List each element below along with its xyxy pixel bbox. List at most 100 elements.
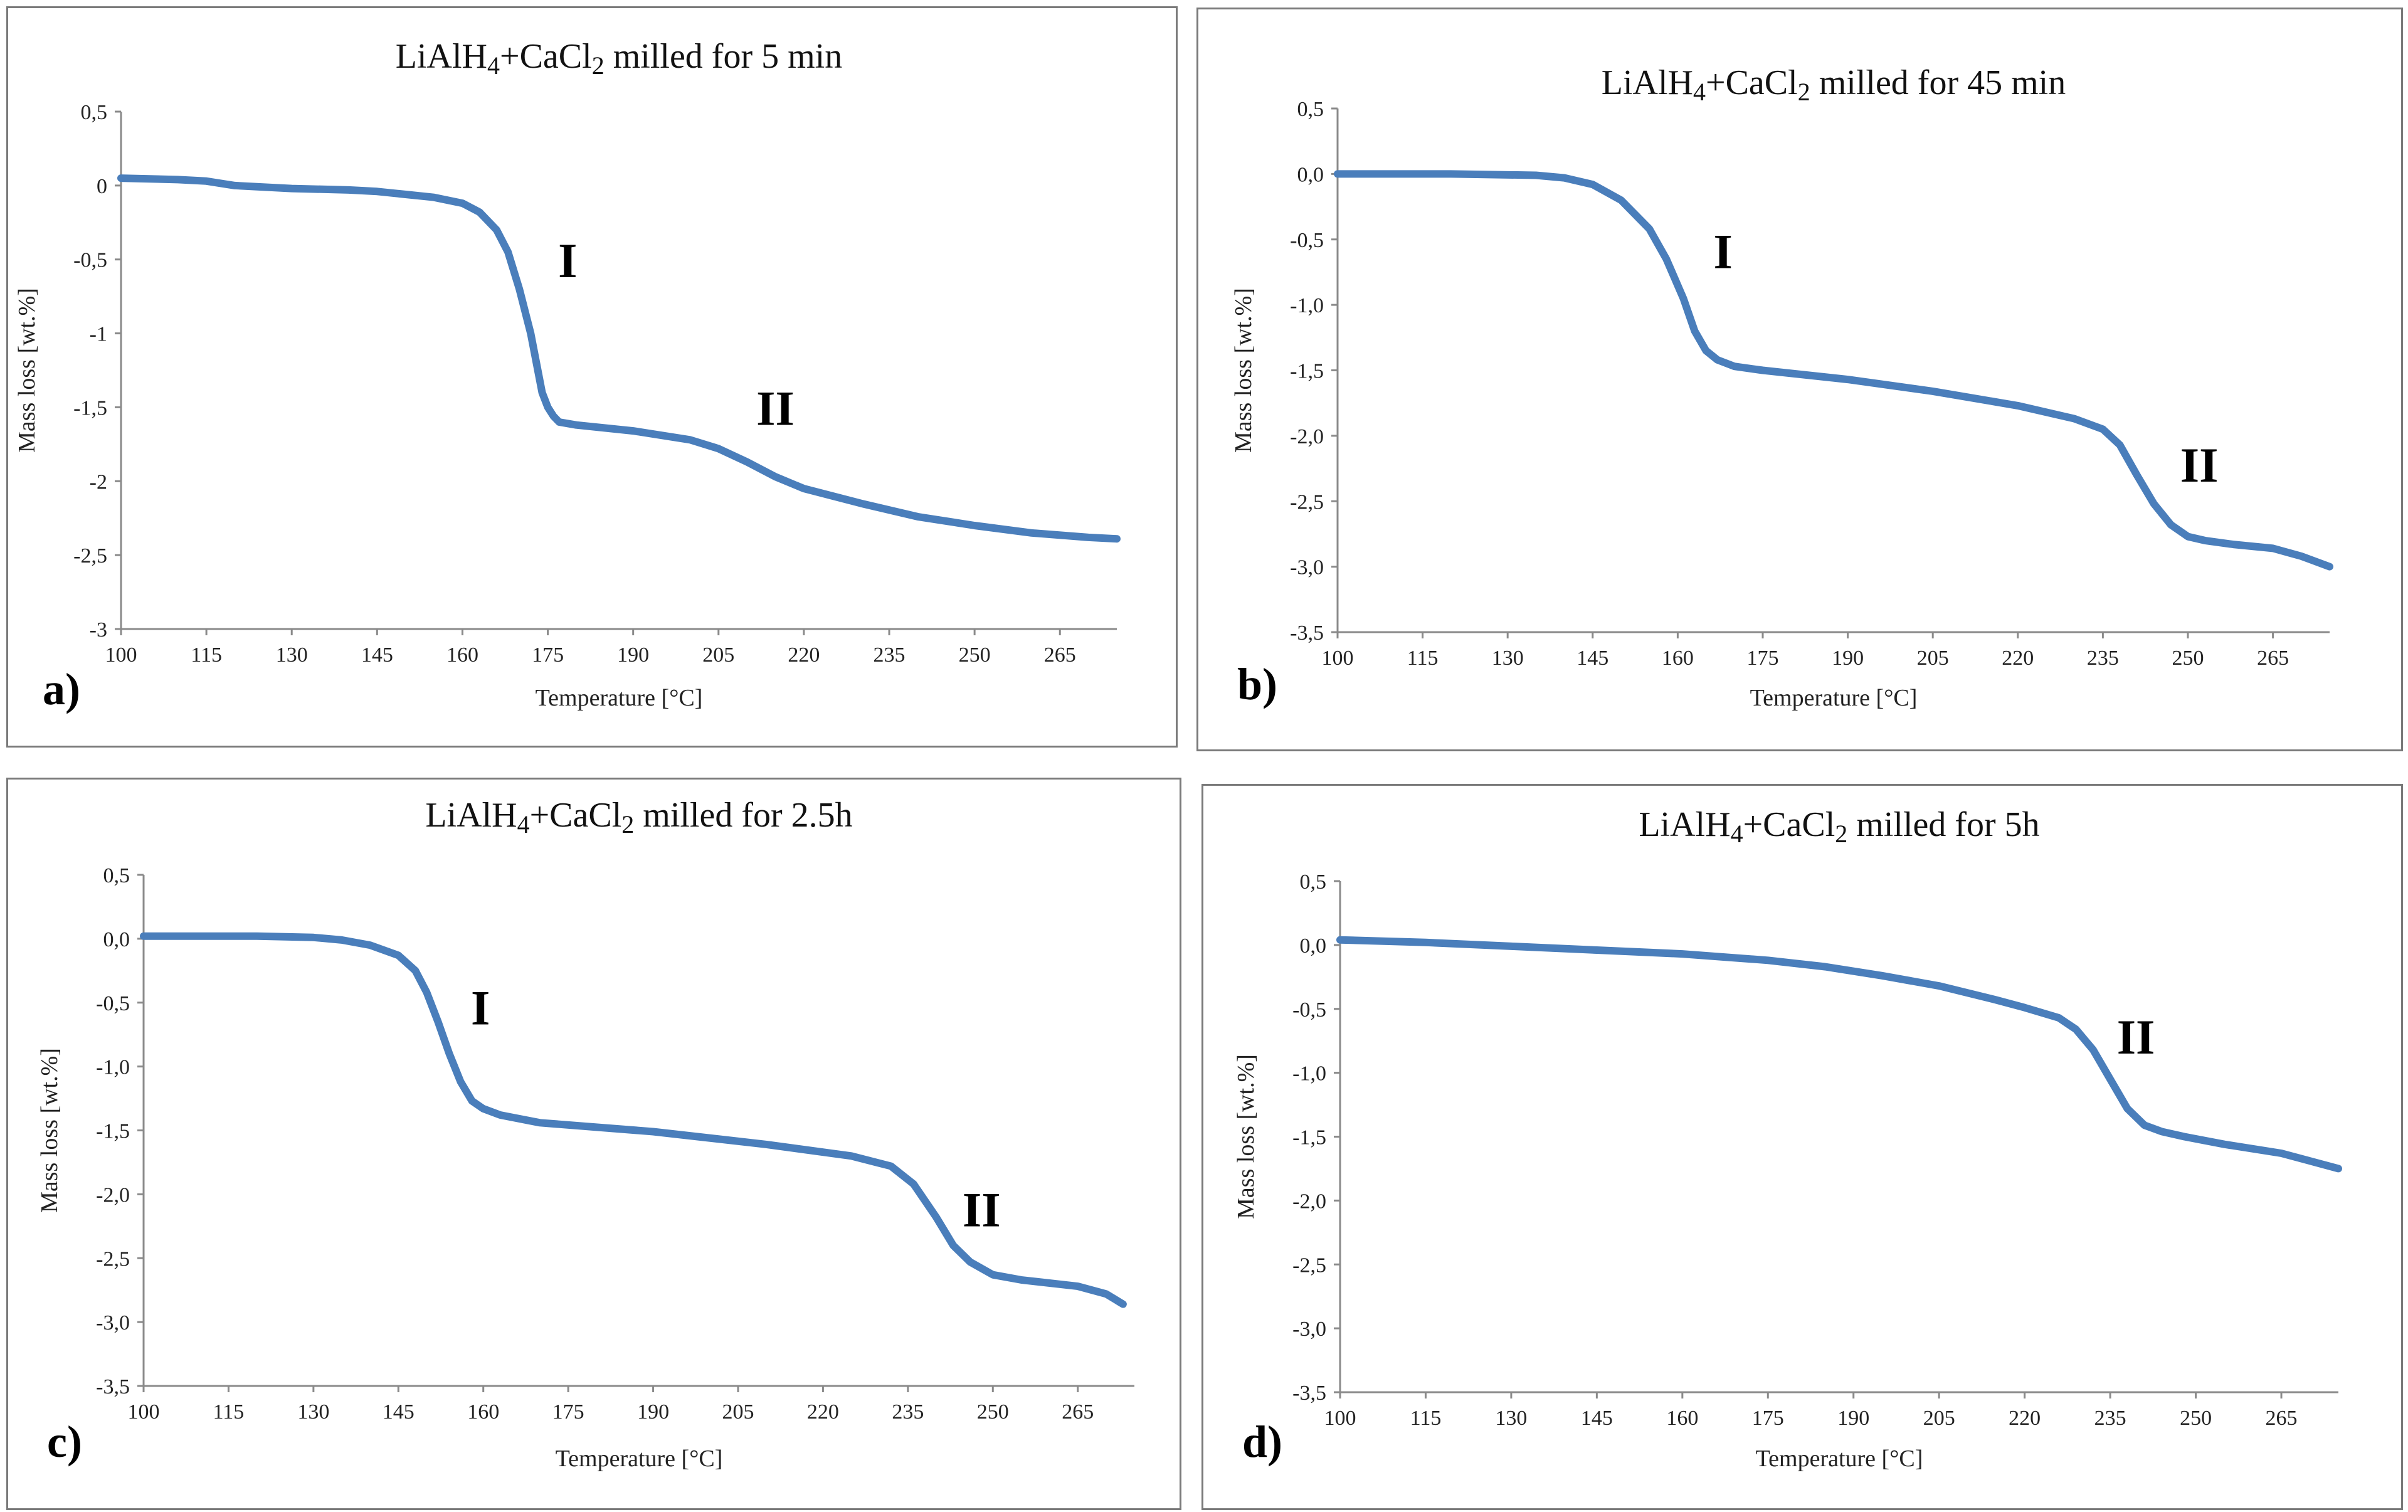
chart-title: LiAlH4+CaCl2 milled for 2.5h — [425, 796, 852, 838]
y-tick-label: -1,5 — [73, 396, 107, 420]
x-tick-label: 145 — [383, 1400, 415, 1424]
y-tick-label: 0 — [97, 175, 107, 198]
x-tick-label: 100 — [1324, 1407, 1356, 1430]
x-tick-label: 205 — [1917, 647, 1949, 670]
x-tick-label: 160 — [1666, 1407, 1698, 1430]
x-tick-label: 115 — [1407, 647, 1439, 670]
y-tick-label: -3,5 — [96, 1375, 130, 1398]
y-tick-label: -3 — [90, 618, 107, 642]
y-axis-label: Mass loss [wt.%] — [1230, 288, 1257, 453]
stage-annotation: I — [471, 980, 490, 1035]
y-tick-label: -2,0 — [96, 1183, 130, 1207]
y-tick-label: -2 — [90, 470, 107, 494]
x-tick-label: 220 — [788, 643, 820, 667]
x-tick-label: 100 — [128, 1400, 160, 1424]
y-tick-label: 0,0 — [103, 928, 130, 951]
x-axis-label: Temperature [°C] — [536, 685, 703, 711]
y-tick-label: -2,0 — [1290, 425, 1324, 448]
y-tick-label: -0,5 — [1290, 229, 1324, 252]
x-tick-label: 250 — [977, 1400, 1009, 1424]
panel-letter: b) — [1237, 659, 1277, 709]
x-tick-label: 100 — [1322, 647, 1354, 670]
x-axis-label: Temperature [°C] — [556, 1446, 723, 1472]
stage-annotation: II — [963, 1182, 1001, 1237]
x-tick-label: 175 — [1752, 1407, 1784, 1430]
y-tick-label: -3,5 — [1290, 621, 1324, 645]
data-series-line — [140, 932, 1127, 1308]
y-tick-label: -1,5 — [96, 1120, 130, 1143]
x-tick-label: 265 — [1062, 1400, 1094, 1424]
y-axis-label: Mass loss [wt.%] — [36, 1048, 63, 1213]
y-tick-label: 0,0 — [1297, 163, 1324, 186]
y-tick-label: -3,0 — [1292, 1318, 1326, 1341]
x-tick-label: 160 — [1662, 647, 1694, 670]
y-tick-label: 0,5 — [1300, 870, 1327, 894]
y-tick-label: -1,0 — [1290, 294, 1324, 317]
chart-title: LiAlH4+CaCl2 milled for 45 min — [1602, 63, 2066, 106]
x-tick-label: 130 — [297, 1400, 329, 1424]
panel-letter: c) — [47, 1417, 82, 1467]
stage-annotation: II — [756, 381, 795, 436]
y-tick-label: -2,0 — [1292, 1190, 1326, 1213]
x-axis-label: Temperature [°C] — [1750, 685, 1918, 711]
y-axis-label: Mass loss [wt.%] — [14, 288, 40, 453]
x-tick-label: 145 — [1576, 647, 1608, 670]
x-tick-label: 130 — [1495, 1407, 1527, 1430]
chart-c: LiAlH4+CaCl2 milled for 2.5h 0,5 0,0 -0,5 -1… — [36, 796, 1134, 1472]
y-tick-label: -3,0 — [96, 1311, 130, 1335]
x-tick-label: 175 — [1747, 647, 1779, 670]
x-tick-label: 175 — [552, 1400, 584, 1424]
x-tick-label: 250 — [959, 643, 991, 667]
y-tick-label: -2,5 — [1290, 490, 1324, 514]
x-tick-label: 235 — [874, 643, 906, 667]
data-series-line — [1334, 170, 2333, 571]
x-tick-label: 190 — [1837, 1407, 1869, 1430]
data-series-line — [117, 174, 1121, 543]
y-tick-label: 0,5 — [103, 864, 130, 887]
x-tick-label: 115 — [213, 1400, 245, 1424]
x-tick-label: 235 — [2094, 1407, 2126, 1430]
x-tick-label: 220 — [2009, 1407, 2041, 1430]
x-tick-label: 145 — [361, 643, 393, 667]
chart-a: LiAlH4+CaCl2 milled for 5 min 0,5 0 -0,5 -1 -… — [14, 37, 1121, 714]
x-tick-label: 235 — [892, 1400, 924, 1424]
x-tick-label: 160 — [446, 643, 478, 667]
x-axis-label: Temperature [°C] — [1756, 1446, 1923, 1472]
y-tick-label: -1,0 — [96, 1056, 130, 1079]
panel-letter: a) — [43, 664, 80, 714]
x-tick-label: 205 — [702, 643, 734, 667]
y-tick-label: 0,5 — [1297, 98, 1324, 121]
panel-a: LiAlH4+CaCl2 milled for 5 min 0,5 0 -0,5 -1 -… — [6, 6, 1178, 748]
stage-annotation: I — [1714, 225, 1733, 279]
x-tick-label: 205 — [722, 1400, 754, 1424]
y-tick-label: 0,5 — [81, 101, 108, 124]
chart-title: LiAlH4+CaCl2 milled for 5 min — [396, 37, 842, 80]
panel-c: LiAlH4+CaCl2 milled for 2.5h 0,5 0,0 -0,5 -1… — [6, 778, 1181, 1510]
y-tick-label: -0,5 — [1292, 998, 1326, 1022]
x-tick-label: 130 — [276, 643, 308, 667]
y-tick-label: -2,5 — [73, 544, 107, 568]
x-tick-label: 220 — [2002, 647, 2034, 670]
y-tick-label: -2,5 — [1292, 1254, 1326, 1277]
data-series-line — [1336, 936, 2342, 1173]
y-tick-label: -1,0 — [1292, 1062, 1326, 1086]
panel-letter: d) — [1242, 1417, 1282, 1467]
y-tick-label: 0,0 — [1300, 934, 1327, 958]
x-tick-label: 250 — [2180, 1407, 2212, 1430]
y-tick-label: -2,5 — [96, 1247, 130, 1271]
y-tick-label: -3,0 — [1290, 556, 1324, 579]
x-tick-label: 265 — [1044, 643, 1076, 667]
stage-annotation: I — [558, 233, 577, 288]
panel-d: LiAlH4+CaCl2 milled for 5h 0,5 0,0 -0,5 -1,0… — [1201, 784, 2403, 1510]
x-tick-label: 190 — [637, 1400, 669, 1424]
x-tick-label: 190 — [1832, 647, 1864, 670]
y-tick-label: -3,5 — [1292, 1382, 1326, 1405]
x-tick-label: 220 — [807, 1400, 839, 1424]
x-tick-label: 190 — [617, 643, 649, 667]
chart-d: LiAlH4+CaCl2 milled for 5h 0,5 0,0 -0,5 -1,0… — [1233, 805, 2342, 1472]
y-tick-label: -1,5 — [1290, 360, 1324, 383]
x-tick-label: 160 — [467, 1400, 499, 1424]
x-tick-label: 265 — [2266, 1407, 2298, 1430]
y-tick-label: -0,5 — [73, 249, 107, 272]
x-tick-label: 235 — [2087, 647, 2119, 670]
